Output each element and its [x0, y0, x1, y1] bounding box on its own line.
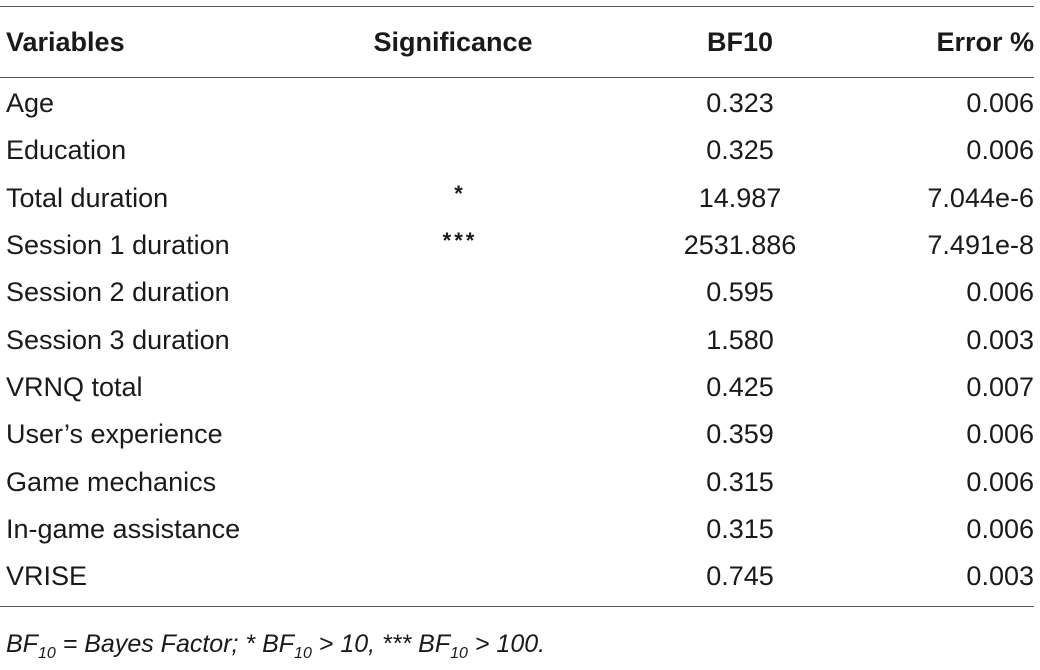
cell-error: 0.006	[966, 419, 1034, 450]
table-row: Education 0.325 0.006	[0, 127, 1034, 174]
cell-bf10: 0.325	[706, 135, 774, 166]
cell-bf10: 0.425	[706, 371, 774, 402]
cell-bf10: 1.580	[706, 324, 774, 355]
table-row: User’s experience 0.359 0.006	[0, 411, 1034, 458]
cell-bf10: 0.323	[706, 88, 774, 119]
header-variables: Variables	[6, 26, 125, 57]
table-row: Total duration * 14.987 7.044e-6	[0, 175, 1034, 222]
cell-error: 0.006	[966, 135, 1034, 166]
cell-bf10: 0.315	[706, 513, 774, 544]
table-row: In-game assistance 0.315 0.006	[0, 506, 1034, 553]
cell-error: 7.491e-8	[927, 230, 1034, 261]
table-row: Session 1 duration *** 2531.886 7.491e-8	[0, 222, 1034, 269]
cell-significance: *	[454, 180, 466, 206]
top-rule	[0, 6, 1034, 7]
cell-variable: User’s experience	[6, 419, 223, 450]
cell-bf10: 0.745	[706, 561, 774, 592]
table-header: Variables Significance BF10 Error %	[0, 7, 1034, 77]
header-bf10: BF10	[706, 26, 774, 57]
cell-variable: Session 3 duration	[6, 324, 230, 355]
header-significance: Significance	[373, 26, 533, 57]
table-footnote: BF10 = Bayes Factor; * BF10 > 10, *** BF…	[6, 630, 546, 662]
cell-variable: In-game assistance	[6, 513, 241, 544]
cell-variable: Age	[6, 88, 55, 119]
cell-error: 0.006	[966, 513, 1034, 544]
table-row: Session 2 duration 0.595 0.006	[0, 269, 1034, 316]
footnote-sub: 10	[37, 645, 56, 662]
cell-significance: ***	[442, 228, 478, 254]
cell-bf10: 2531.886	[683, 230, 797, 261]
cell-bf10: 0.315	[706, 466, 774, 497]
cell-error: 0.006	[966, 88, 1034, 119]
header-error: Error %	[936, 26, 1034, 57]
table-row: Session 3 duration 1.580 0.003	[0, 316, 1034, 363]
cell-error: 0.007	[966, 371, 1034, 402]
cell-variable: Game mechanics	[6, 466, 217, 497]
cell-variable: Total duration	[6, 182, 169, 213]
table-row: VRISE 0.745 0.003	[0, 553, 1034, 600]
cell-error: 0.003	[966, 324, 1034, 355]
table-row: Age 0.323 0.006	[0, 80, 1034, 127]
footnote-part2: > 10, ***	[311, 630, 419, 658]
cell-bf10: 14.987	[698, 182, 782, 213]
header-rule	[0, 77, 1034, 78]
footnote-bf: BF	[6, 630, 38, 658]
table-row: Game mechanics 0.315 0.006	[0, 458, 1034, 505]
cell-bf10: 0.595	[706, 277, 774, 308]
cell-error: 0.006	[966, 277, 1034, 308]
cell-error: 0.006	[966, 466, 1034, 497]
cell-error: 0.003	[966, 561, 1034, 592]
cell-bf10: 0.359	[706, 419, 774, 450]
cell-error: 7.044e-6	[927, 182, 1034, 213]
cell-variable: Education	[6, 135, 127, 166]
cell-variable: Session 1 duration	[6, 230, 230, 261]
bottom-rule	[0, 606, 1034, 608]
footnote-part3: > 100.	[467, 630, 546, 658]
cell-variable: Session 2 duration	[6, 277, 230, 308]
table-body: Age 0.323 0.006 Education 0.325 0.006 Total du…	[0, 78, 1034, 600]
table-row: VRNQ total 0.425 0.007	[0, 364, 1034, 411]
results-table: Variables Significance BF10 Error % Age 0…	[0, 6, 1034, 608]
cell-variable: VRNQ total	[6, 371, 143, 402]
cell-variable: VRISE	[6, 561, 88, 592]
footnote-part1: = Bayes Factor; *	[55, 630, 263, 658]
